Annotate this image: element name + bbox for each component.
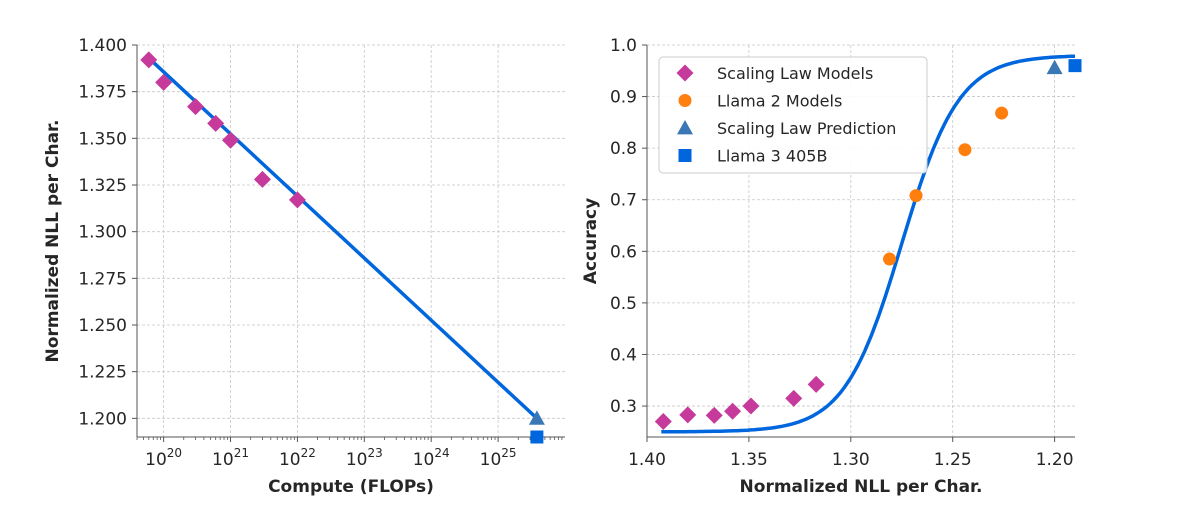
- y-tick-label: 1.200: [78, 409, 127, 429]
- x-tick-label: 1.40: [628, 450, 666, 470]
- left-chart-nll-vs-compute: 1.200 1.225 1.250 1.275 1.300 1.325 1.350 1.375…: [43, 36, 565, 497]
- scaling-law-model-point: [288, 191, 306, 209]
- y-tick-label: 1.375: [78, 83, 127, 103]
- llama3-405b-point: [1068, 59, 1082, 73]
- y-tick-label: 0.8: [610, 139, 637, 159]
- right-chart-accuracy-vs-nll: 0.3 0.4 0.5 0.6 0.7 0.8 0.9 1.0 1.40 1.35 1.30 1.25…: [581, 36, 1082, 497]
- scaling-law-model-point: [742, 397, 760, 415]
- x-tick-label: 1.25: [934, 450, 972, 470]
- scaling-law-model-point: [654, 413, 672, 431]
- y-axis-label: Accuracy: [581, 198, 601, 284]
- scaling-law-model-point: [207, 114, 225, 132]
- legend-llama3-405b-marker: [678, 149, 692, 162]
- scaling-law-prediction-point: [1046, 59, 1063, 75]
- legend-scaling-law-prediction-label: Scaling Law Prediction: [717, 119, 896, 138]
- llama2-model-point: [909, 189, 923, 203]
- y-tick-label: 1.400: [78, 36, 127, 56]
- y-tick-label: 1.250: [78, 316, 127, 336]
- x-axis-label: Normalized NLL per Char.: [740, 477, 983, 497]
- fit-line: [147, 56, 539, 420]
- y-tick-label: 1.325: [78, 176, 127, 196]
- legend-llama2-models-label: Llama 2 Models: [717, 92, 842, 111]
- scaling-law-model-point: [155, 73, 173, 91]
- legend-scaling-law-prediction-marker: [677, 120, 693, 135]
- y-tick-label: 1.350: [78, 129, 127, 149]
- x-tick-label: 1.30: [832, 450, 870, 470]
- legend-llama2-models-marker: [678, 94, 692, 107]
- x-axis-label: Compute (FLOPs): [268, 477, 434, 497]
- legend-scaling-law-models-marker: [676, 64, 694, 82]
- scaling-law-model-point: [140, 51, 158, 69]
- scaling-law-model-point: [222, 131, 240, 149]
- scaling-law-prediction-point: [528, 410, 545, 425]
- llama3-405b-point: [530, 430, 544, 444]
- legend-scaling-law-models-label: Scaling Law Models: [717, 64, 873, 83]
- llama2-model-point: [995, 106, 1009, 120]
- y-tick-label: 1.225: [78, 363, 127, 383]
- scaling-law-model-point: [679, 406, 697, 424]
- legend-llama3-405b-label: Llama 3 405B: [717, 147, 827, 166]
- scaling-law-model-point: [724, 402, 742, 420]
- x-tick-label: 1022: [279, 446, 316, 470]
- x-tick-label: 1.35: [730, 450, 768, 470]
- x-tick-label: 1021: [212, 446, 249, 470]
- legend: Scaling Law Models Llama 2 Models Scaling …: [658, 56, 928, 174]
- x-tick-label: 1.20: [1036, 450, 1074, 470]
- y-tick-label: 0.9: [610, 88, 637, 108]
- llama2-model-point: [958, 143, 972, 157]
- scaling-law-model-point: [187, 98, 205, 116]
- y-tick-label: 0.4: [610, 345, 637, 365]
- sigmoid-fit-curve: [661, 54, 1076, 434]
- y-tick-label: 0.5: [610, 294, 637, 314]
- y-tick-label: 1.300: [78, 223, 127, 243]
- x-tick-label: 1024: [413, 446, 450, 470]
- y-tick-label: 1.275: [78, 269, 127, 289]
- y-tick-label: 1.0: [610, 36, 637, 56]
- y-tick-label: 0.3: [610, 397, 637, 417]
- y-tick-label: 0.6: [610, 242, 637, 262]
- scaling-law-model-point: [253, 170, 271, 188]
- scaling-law-model-point: [705, 406, 723, 424]
- x-tick-label: 1023: [346, 446, 383, 470]
- scaling-law-model-point: [807, 375, 825, 393]
- x-tick-label: 1020: [145, 446, 182, 470]
- y-tick-label: 0.7: [610, 191, 637, 211]
- x-tick-label: 1025: [480, 446, 517, 470]
- scaling-law-model-point: [785, 389, 803, 407]
- y-axis-label: Normalized NLL per Char.: [43, 120, 63, 363]
- legend-box: [658, 56, 928, 174]
- llama2-model-point: [883, 252, 897, 266]
